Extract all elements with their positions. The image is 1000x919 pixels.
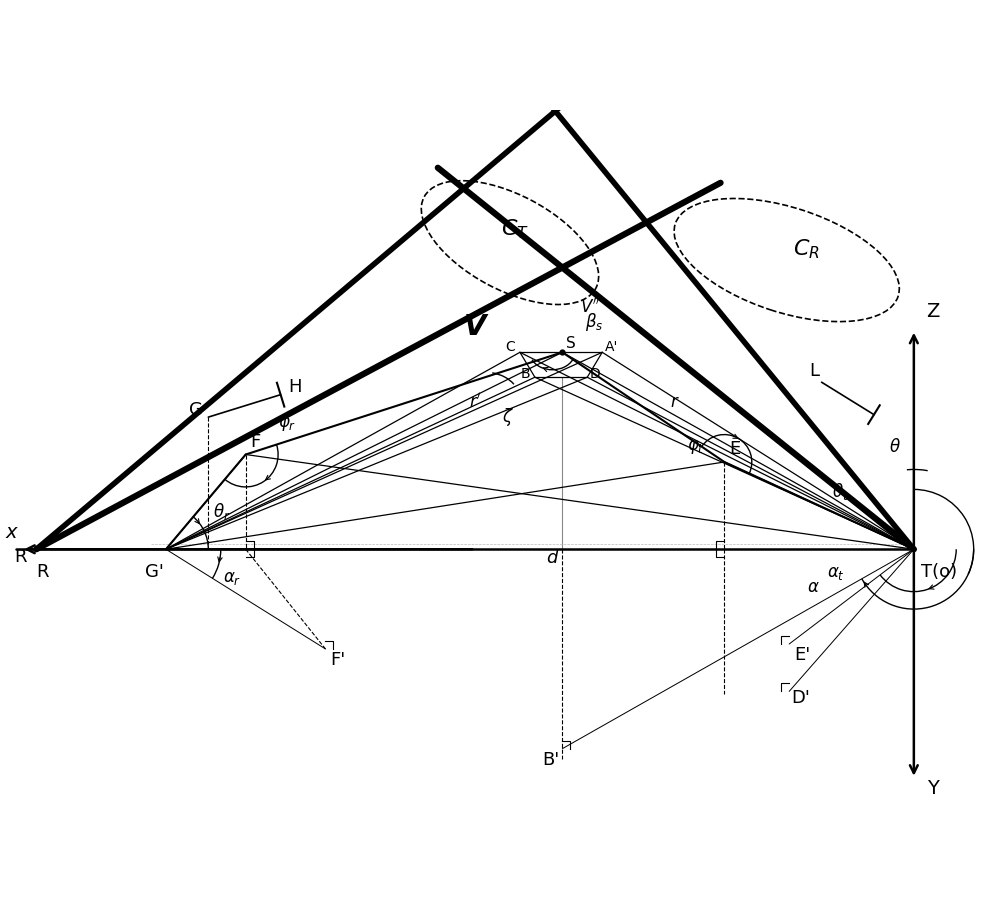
Text: $\beta_s$: $\beta_s$	[585, 312, 603, 334]
Text: $\alpha_t$: $\alpha_t$	[827, 563, 844, 582]
Text: $\varphi_r$: $\varphi_r$	[278, 415, 296, 433]
Text: A': A'	[605, 340, 618, 355]
Text: F': F'	[330, 652, 346, 669]
Text: D': D'	[792, 689, 811, 707]
Text: R: R	[14, 548, 26, 566]
Text: D: D	[590, 368, 600, 381]
Text: Z: Z	[926, 302, 939, 322]
Text: C: C	[505, 340, 515, 355]
Text: B': B'	[543, 751, 560, 769]
Text: T(o): T(o)	[921, 563, 957, 581]
Text: R: R	[36, 563, 49, 581]
Text: S: S	[566, 336, 576, 351]
Text: E': E'	[794, 646, 810, 664]
Text: $\alpha_r$: $\alpha_r$	[223, 569, 242, 586]
Text: $r'$: $r'$	[469, 392, 481, 411]
Text: $\varphi_t$: $\varphi_t$	[687, 437, 705, 456]
Text: G: G	[189, 401, 203, 419]
Text: $\theta$: $\theta$	[889, 438, 901, 456]
Text: d: d	[546, 550, 557, 567]
Text: V: V	[464, 312, 486, 341]
Text: $C_R$: $C_R$	[793, 237, 820, 261]
Text: E: E	[729, 440, 741, 458]
Text: $\alpha$: $\alpha$	[807, 578, 819, 596]
Text: $\zeta$: $\zeta$	[502, 406, 514, 428]
Text: H: H	[288, 379, 302, 396]
Text: $C_T$: $C_T$	[501, 217, 529, 241]
Text: Y: Y	[927, 778, 939, 798]
Text: L: L	[809, 362, 819, 380]
Text: $r$: $r$	[670, 393, 679, 411]
Text: B: B	[520, 368, 530, 381]
Text: $\theta_t$: $\theta_t$	[832, 481, 849, 502]
Text: $V''$: $V''$	[580, 298, 601, 316]
Text: F: F	[251, 433, 261, 450]
Text: $\theta_r$: $\theta_r$	[213, 501, 231, 522]
Text: x: x	[6, 523, 17, 542]
Text: G': G'	[145, 563, 163, 581]
